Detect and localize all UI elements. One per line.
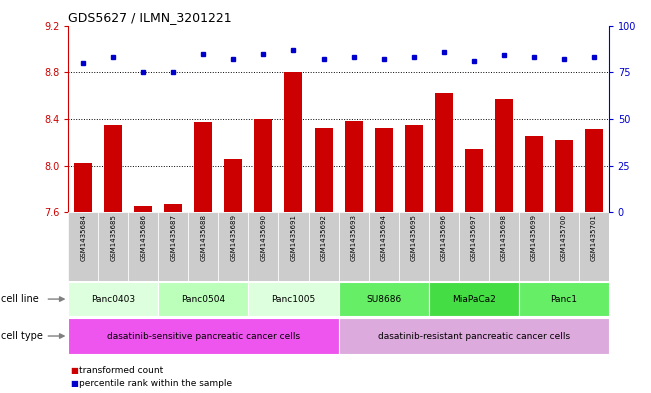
Text: GSM1435701: GSM1435701 — [590, 214, 597, 261]
Bar — [428, 212, 458, 281]
Bar — [398, 212, 428, 281]
Text: GSM1435685: GSM1435685 — [111, 214, 117, 261]
Bar — [158, 282, 249, 316]
Bar — [549, 212, 579, 281]
Text: GDS5627 / ILMN_3201221: GDS5627 / ILMN_3201221 — [68, 11, 232, 24]
Text: Panc1: Panc1 — [550, 295, 577, 303]
Text: MiaPaCa2: MiaPaCa2 — [452, 295, 495, 303]
Text: GSM1435696: GSM1435696 — [441, 214, 447, 261]
Bar — [68, 212, 98, 281]
Bar — [309, 212, 339, 281]
Text: percentile rank within the sample: percentile rank within the sample — [79, 379, 232, 387]
Text: GSM1435684: GSM1435684 — [80, 214, 87, 261]
Bar — [314, 128, 333, 393]
Bar — [249, 212, 279, 281]
Text: GSM1435697: GSM1435697 — [471, 214, 477, 261]
Text: Panc1005: Panc1005 — [271, 295, 316, 303]
Bar — [579, 212, 609, 281]
Text: SU8686: SU8686 — [366, 295, 401, 303]
Text: ■: ■ — [70, 366, 78, 375]
Bar — [74, 163, 92, 393]
Text: Panc0403: Panc0403 — [91, 295, 135, 303]
Text: dasatinib-resistant pancreatic cancer cells: dasatinib-resistant pancreatic cancer ce… — [378, 332, 570, 340]
Bar — [68, 318, 339, 354]
Bar — [465, 149, 482, 393]
Bar — [339, 318, 609, 354]
Bar — [555, 140, 573, 393]
Text: GSM1435700: GSM1435700 — [561, 214, 566, 261]
Text: transformed count: transformed count — [79, 366, 163, 375]
Bar — [284, 72, 303, 393]
Bar — [195, 122, 212, 393]
Bar — [368, 212, 398, 281]
Text: GSM1435690: GSM1435690 — [260, 214, 266, 261]
Bar — [128, 212, 158, 281]
Bar — [585, 129, 603, 393]
Text: GSM1435695: GSM1435695 — [411, 214, 417, 261]
Bar — [104, 125, 122, 393]
Bar — [428, 282, 519, 316]
Bar — [255, 119, 273, 393]
Bar — [98, 212, 128, 281]
Bar — [404, 125, 422, 393]
Bar — [134, 206, 152, 393]
Text: cell type: cell type — [1, 331, 43, 341]
Bar — [165, 204, 182, 393]
Text: GSM1435691: GSM1435691 — [290, 214, 296, 261]
Bar — [489, 212, 519, 281]
Bar — [158, 212, 188, 281]
Bar — [339, 212, 368, 281]
Text: GSM1435693: GSM1435693 — [350, 214, 357, 261]
Bar — [525, 136, 543, 393]
Text: cell line: cell line — [1, 294, 39, 304]
Text: GSM1435686: GSM1435686 — [141, 214, 146, 261]
Bar — [219, 212, 249, 281]
Bar — [225, 158, 242, 393]
Text: dasatinib-sensitive pancreatic cancer cells: dasatinib-sensitive pancreatic cancer ce… — [107, 332, 300, 340]
Text: GSM1435698: GSM1435698 — [501, 214, 506, 261]
Bar — [249, 282, 339, 316]
Bar — [458, 212, 489, 281]
Text: GSM1435688: GSM1435688 — [201, 214, 206, 261]
Bar — [188, 212, 219, 281]
Bar — [68, 282, 158, 316]
Text: GSM1435692: GSM1435692 — [320, 214, 327, 261]
Bar — [344, 121, 363, 393]
Bar — [279, 212, 309, 281]
Text: Panc0504: Panc0504 — [182, 295, 225, 303]
Bar — [339, 282, 428, 316]
Bar — [519, 282, 609, 316]
Bar — [374, 128, 393, 393]
Text: GSM1435689: GSM1435689 — [230, 214, 236, 261]
Text: ■: ■ — [70, 379, 78, 387]
Text: GSM1435694: GSM1435694 — [381, 214, 387, 261]
Bar — [519, 212, 549, 281]
Text: GSM1435699: GSM1435699 — [531, 214, 536, 261]
Bar — [495, 99, 512, 393]
Bar — [435, 93, 452, 393]
Text: GSM1435687: GSM1435687 — [171, 214, 176, 261]
